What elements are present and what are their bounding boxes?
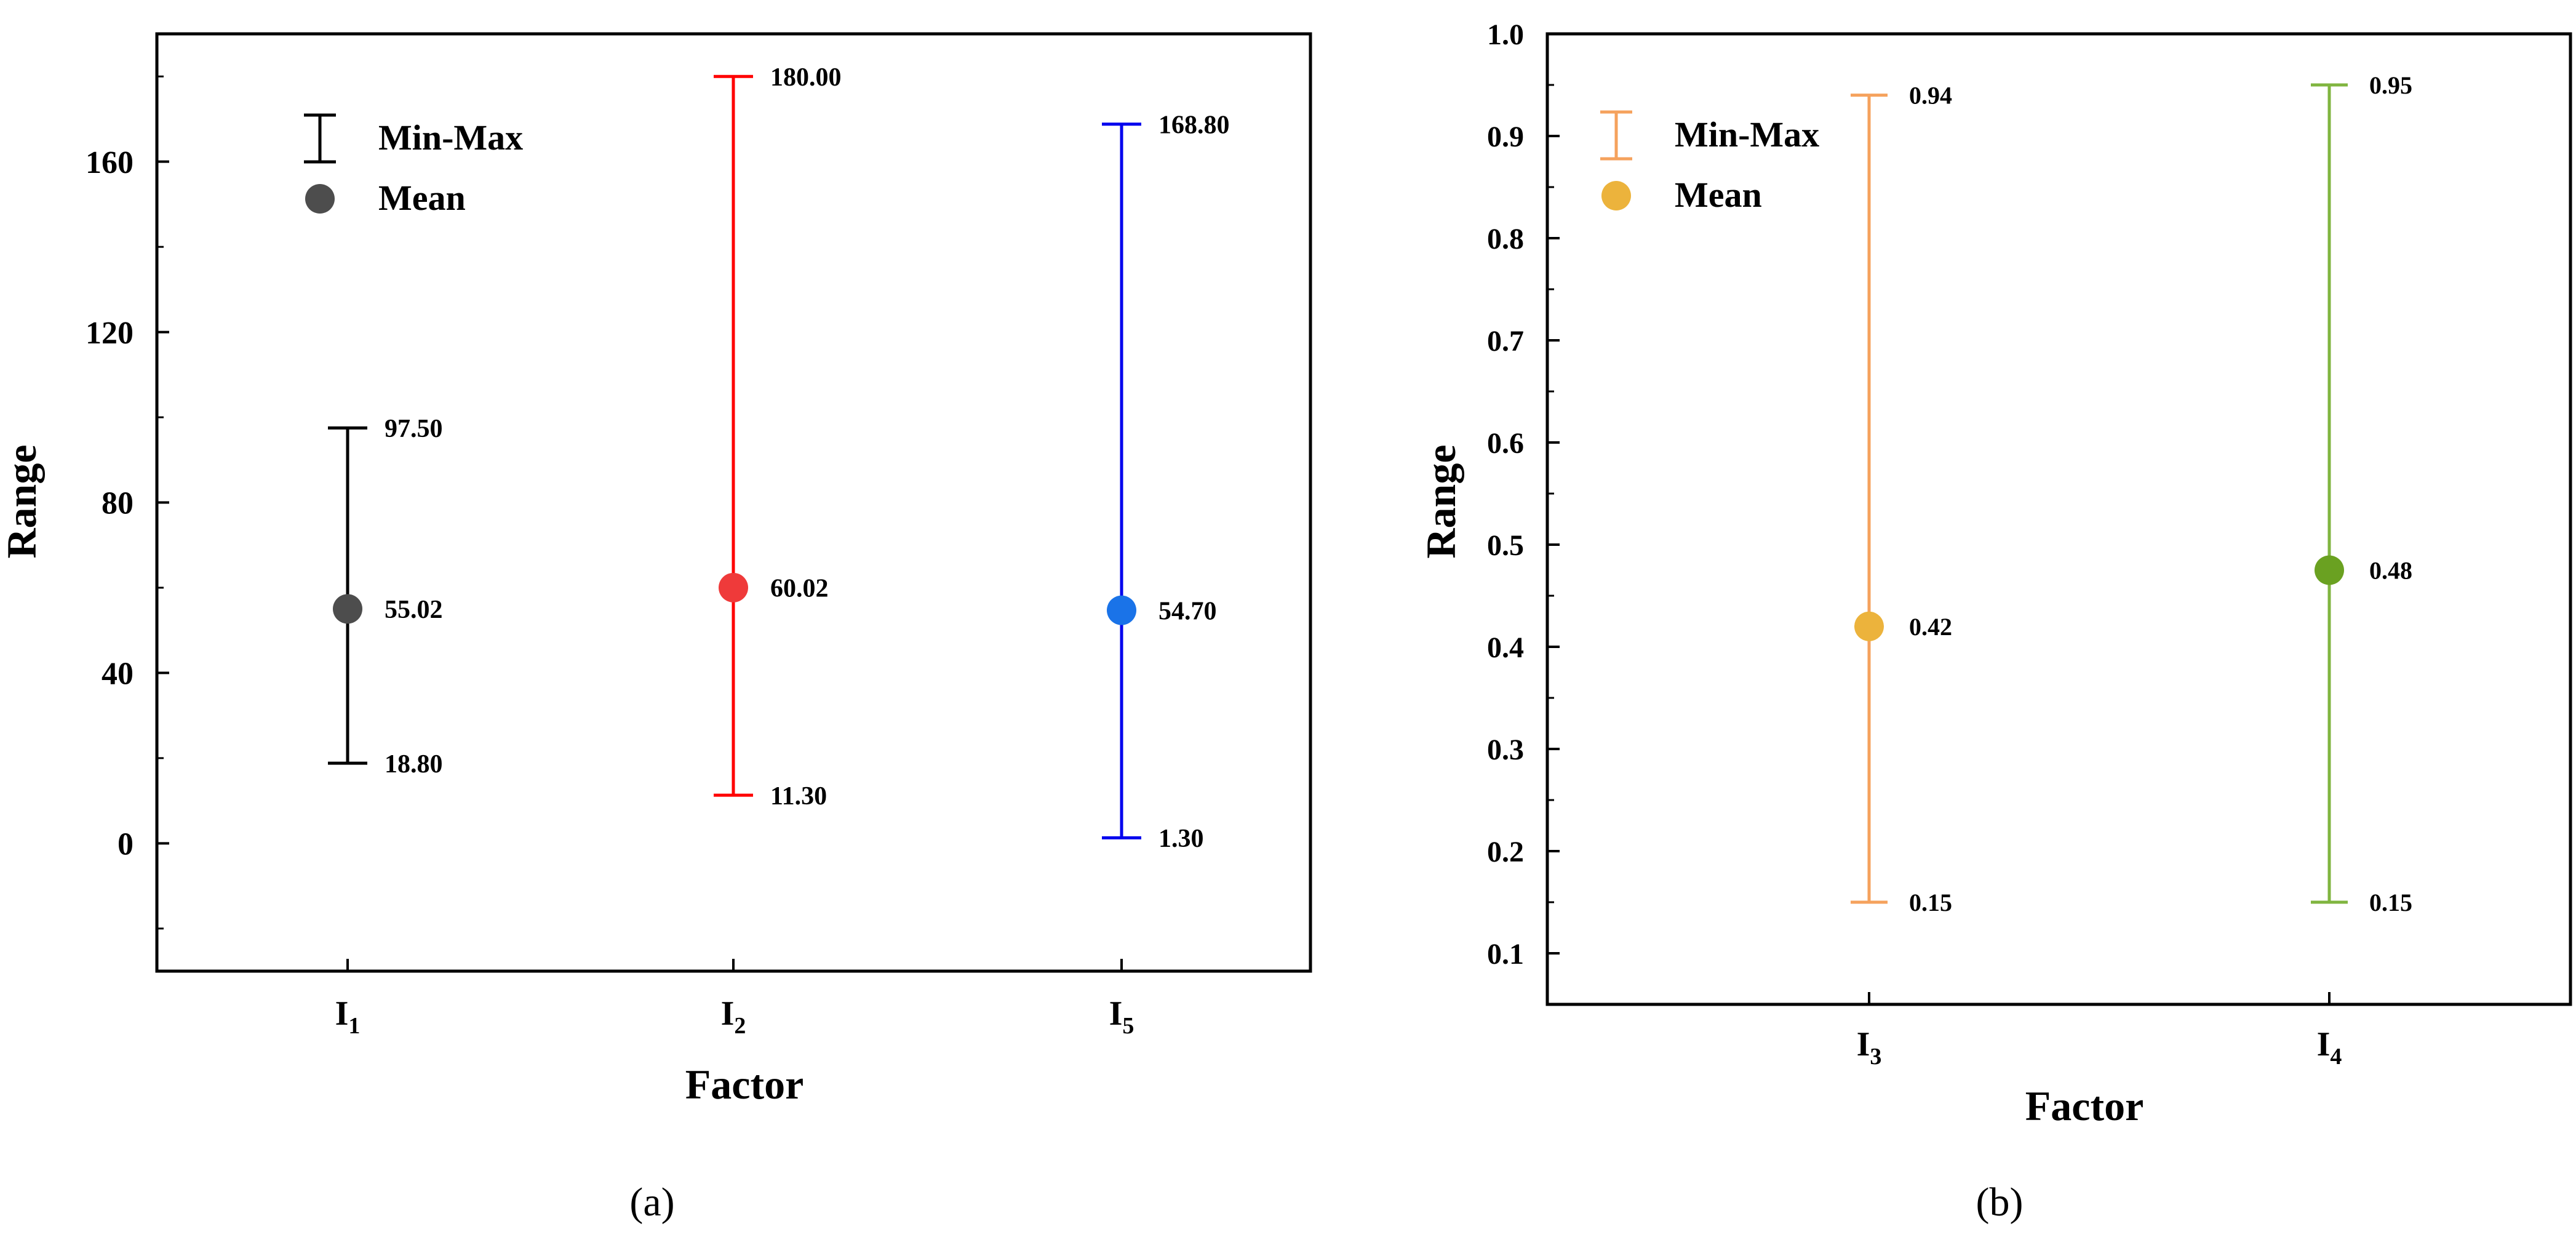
min-value-label: 18.80 [385,750,443,779]
legend-mean-label: Mean [1675,175,1762,215]
y-tick-label: 0.3 [1487,734,1524,766]
x-tick-label-subscript: 5 [1122,1013,1134,1039]
x-tick-label-base: I [1109,995,1123,1033]
mean-point [333,594,362,624]
y-tick-label: 0.6 [1487,427,1524,460]
y-tick-label: 0.8 [1487,223,1524,255]
x-tick-label-subscript: 2 [734,1013,746,1039]
min-value-label: 0.15 [1909,889,1952,916]
x-tick-label-base: I [721,995,735,1033]
x-tick-label-subscript: 4 [2330,1044,2342,1070]
x-tick-label: I5 [1109,995,1134,1039]
y-tick-label: 0.7 [1487,325,1524,358]
mean-point [719,572,748,602]
y-tick-label: 0.1 [1487,938,1524,971]
max-value-label: 0.95 [2369,71,2412,99]
panel-label: (b) [1976,1180,2024,1225]
y-tick-label: 0 [118,827,134,862]
x-tick-label: I2 [721,995,746,1039]
mean-value-label: 60.02 [770,575,829,603]
min-value-label: 0.15 [2369,889,2412,916]
y-tick-label: 80 [102,486,134,521]
y-tick-label: 40 [102,657,134,692]
x-tick-label-base: I [335,995,349,1033]
panel-label: (a) [629,1180,674,1225]
legend-minmax-label: Min-Max [1675,114,1819,154]
x-tick-label-base: I [2317,1025,2331,1063]
x-axis-title: Factor [685,1061,804,1108]
legend-mean-label: Mean [378,178,466,218]
y-tick-label: 120 [86,316,134,351]
min-value-label: 1.30 [1158,825,1204,853]
legend-minmax-label: Min-Max [378,118,523,158]
mean-point [1107,595,1136,625]
y-axis-title: Range [1418,444,1464,558]
y-tick-label: 160 [86,145,134,180]
max-value-label: 180.00 [770,63,842,92]
max-value-label: 97.50 [385,415,443,443]
x-axis-title: Factor [2025,1083,2144,1129]
x-tick-label: I3 [1857,1025,1882,1070]
panel-b: 0.1 0.2 0.3 0.4 0.5 0.6 0.7 0.8 0.9 1.0 0.94 0.15 0.… [1418,18,2572,1225]
max-value-label: 168.80 [1158,111,1230,139]
y-tick-label: 1.0 [1487,18,1524,51]
x-tick-label: I4 [2317,1025,2342,1070]
x-tick-label-subscript: 3 [1870,1044,1881,1070]
y-tick-label: 0.2 [1487,836,1524,868]
x-tick-label: I1 [335,995,361,1039]
max-value-label: 0.94 [1909,82,1952,110]
y-tick-label: 0.9 [1487,121,1524,153]
mean-point [1854,611,1884,641]
y-tick-label: 0.5 [1487,529,1524,562]
y-axis-title: Range [0,444,45,558]
legend-mean-symbol [305,184,335,214]
panel-a: 0408012016097.5018.8055.02I1180.0011.306… [0,32,1312,1225]
mean-value-label: 0.48 [2369,557,2412,585]
min-value-label: 11.30 [770,782,827,811]
mean-point [2315,555,2344,585]
x-tick-label-subscript: 1 [348,1013,360,1039]
y-tick-label: 0.4 [1487,631,1524,664]
mean-value-label: 54.70 [1158,597,1217,625]
x-tick-label-base: I [1857,1025,1870,1063]
mean-value-label: 0.42 [1909,613,1952,641]
legend-mean-symbol [1601,181,1631,210]
plot-frame [1545,32,2572,1006]
mean-value-label: 55.02 [385,596,443,624]
